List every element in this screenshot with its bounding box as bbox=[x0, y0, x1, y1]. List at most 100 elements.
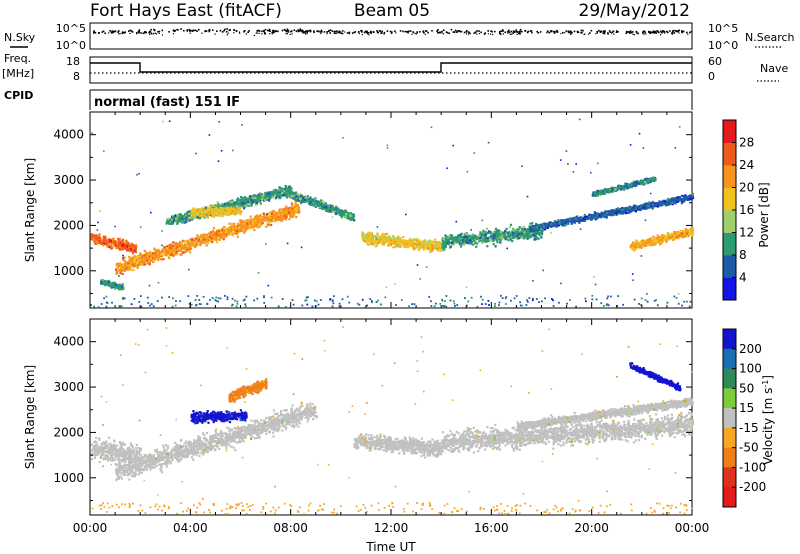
scatter-pixel bbox=[220, 237, 223, 240]
scatter-pixel bbox=[196, 216, 199, 219]
scatter-pixel bbox=[241, 204, 244, 207]
noise-search-point bbox=[214, 33, 216, 35]
noise-sky-point bbox=[554, 30, 556, 33]
scatter-pixel bbox=[426, 243, 429, 246]
noise-sky-point bbox=[174, 30, 176, 32]
freq-label-2: [MHz] bbox=[2, 67, 34, 80]
scatter-pixel bbox=[98, 233, 101, 236]
scatter-pixel bbox=[122, 241, 125, 244]
frequency-panel: Freq. [MHz] 18 8 60 0 Nave bbox=[2, 52, 788, 84]
noise-sky-point bbox=[530, 30, 533, 32]
noise-sky-point bbox=[297, 29, 300, 31]
noise-sky-point bbox=[602, 32, 604, 34]
scatter-pixel bbox=[172, 246, 175, 249]
noise-search-point bbox=[153, 32, 155, 34]
scatter-pixel bbox=[424, 239, 427, 242]
noise-search-point bbox=[136, 32, 138, 34]
noise-sky-point bbox=[629, 30, 632, 33]
noise-sky-point bbox=[138, 30, 140, 33]
scatter-pixel bbox=[167, 255, 170, 258]
scatter-pixel bbox=[124, 247, 127, 250]
noise-search-point bbox=[560, 32, 562, 35]
scatter-pixel bbox=[113, 243, 116, 246]
scatter-pixel bbox=[217, 206, 220, 209]
noise-search-point bbox=[335, 33, 337, 35]
noise-sky-point bbox=[306, 31, 308, 33]
noise-sky-point bbox=[290, 30, 293, 32]
noise-sky-point bbox=[93, 31, 95, 33]
noise-sky-point bbox=[309, 29, 311, 32]
scatter-pixel bbox=[239, 198, 242, 201]
scatter-pixel bbox=[117, 246, 120, 249]
noise-search-point bbox=[129, 32, 131, 34]
scatter-pixel bbox=[249, 215, 252, 218]
scatter-pixel bbox=[208, 211, 212, 214]
scatter-pixel bbox=[283, 214, 286, 217]
scatter-pixel bbox=[221, 229, 224, 232]
scatter-pixel bbox=[118, 269, 121, 272]
scatter-pixel bbox=[436, 247, 439, 251]
scatter-pixel bbox=[235, 201, 238, 204]
scatter-pixel bbox=[116, 242, 119, 245]
scatter-pixel bbox=[291, 207, 294, 210]
scatter-pixel bbox=[172, 219, 175, 222]
scatter-pixel bbox=[233, 224, 236, 227]
scatter-pixel bbox=[225, 202, 228, 205]
noise-search-point bbox=[664, 32, 666, 34]
noise-sky-point bbox=[268, 29, 271, 32]
scatter-pixel bbox=[264, 216, 267, 219]
noise-sky-point bbox=[98, 32, 100, 34]
scatter-pixel bbox=[283, 212, 286, 215]
noise-sky-point bbox=[366, 31, 368, 34]
scatter-pixel bbox=[285, 212, 288, 215]
noise-sky-point bbox=[576, 30, 579, 33]
noise-search-point bbox=[546, 32, 548, 34]
scatter-pixel bbox=[377, 241, 380, 244]
scatter-pixel bbox=[232, 203, 235, 206]
noise-search-point bbox=[518, 33, 520, 35]
scatter-pixel bbox=[193, 246, 197, 249]
scatter-pixel bbox=[227, 211, 230, 214]
noise-sky-point bbox=[268, 28, 271, 31]
scatter-pixel bbox=[373, 239, 376, 242]
scatter-pixel bbox=[152, 259, 155, 262]
scatter-pixel bbox=[183, 221, 186, 224]
scatter-pixel bbox=[371, 234, 374, 237]
noise-search-point bbox=[678, 32, 680, 34]
scatter-pixel bbox=[190, 244, 193, 247]
noise-sky-point bbox=[248, 30, 250, 32]
noise-sky-point bbox=[649, 32, 651, 35]
scatter-pixel bbox=[282, 210, 285, 213]
noise-sky-point bbox=[153, 28, 155, 31]
scatter-pixel bbox=[112, 239, 115, 242]
scatter-pixel bbox=[295, 210, 298, 213]
scatter-pixel bbox=[227, 202, 230, 205]
scatter-pixel bbox=[172, 254, 175, 257]
scatter-pixel bbox=[334, 212, 338, 216]
noise-sky-point bbox=[553, 32, 556, 34]
scatter-pixel bbox=[508, 226, 511, 229]
noise-sky-point bbox=[690, 30, 693, 33]
scatter-pixel bbox=[179, 212, 182, 216]
noise-sky-point bbox=[652, 31, 654, 34]
scatter-pixel bbox=[240, 201, 243, 204]
scatter-pixel bbox=[223, 233, 226, 236]
scatter-pixel bbox=[255, 201, 259, 204]
scatter-pixel bbox=[218, 214, 221, 217]
scatter-pixel bbox=[211, 212, 214, 216]
scatter-pixel bbox=[318, 202, 322, 205]
scatter-pixel bbox=[304, 200, 307, 203]
noise-sky-point bbox=[438, 31, 440, 34]
scatter-pixel bbox=[421, 241, 424, 244]
scatter-pixel bbox=[367, 233, 370, 236]
scatter-pixel bbox=[337, 210, 341, 213]
noise-search-point bbox=[564, 32, 566, 34]
scatter-pixel bbox=[180, 214, 184, 217]
scatter-pixel bbox=[270, 223, 273, 227]
scatter-pixel bbox=[272, 194, 275, 197]
scatter-pixel bbox=[197, 208, 200, 211]
scatter-pixel bbox=[284, 207, 287, 210]
scatter-pixel bbox=[212, 204, 215, 207]
scatter-pixel bbox=[117, 286, 120, 290]
scatter-pixel bbox=[180, 219, 183, 222]
